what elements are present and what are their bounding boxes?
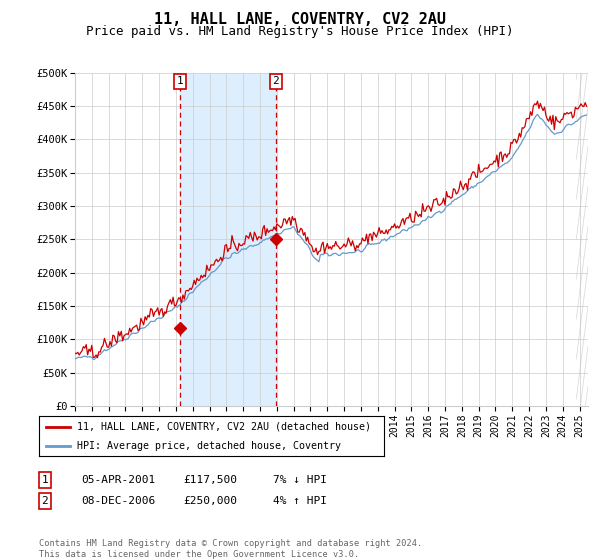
Text: 08-DEC-2006: 08-DEC-2006 xyxy=(81,496,155,506)
Text: £250,000: £250,000 xyxy=(183,496,237,506)
Text: 2: 2 xyxy=(272,77,279,86)
Text: Price paid vs. HM Land Registry's House Price Index (HPI): Price paid vs. HM Land Registry's House … xyxy=(86,25,514,38)
Text: £117,500: £117,500 xyxy=(183,475,237,485)
Text: 1: 1 xyxy=(177,77,184,86)
Text: 11, HALL LANE, COVENTRY, CV2 2AU: 11, HALL LANE, COVENTRY, CV2 2AU xyxy=(154,12,446,27)
Text: 1: 1 xyxy=(41,475,49,485)
Bar xyxy=(180,73,275,406)
Text: 2: 2 xyxy=(41,496,49,506)
Text: 11, HALL LANE, COVENTRY, CV2 2AU (detached house): 11, HALL LANE, COVENTRY, CV2 2AU (detach… xyxy=(77,422,371,432)
Text: HPI: Average price, detached house, Coventry: HPI: Average price, detached house, Cove… xyxy=(77,441,341,450)
Text: Contains HM Land Registry data © Crown copyright and database right 2024.
This d: Contains HM Land Registry data © Crown c… xyxy=(39,539,422,559)
Text: 05-APR-2001: 05-APR-2001 xyxy=(81,475,155,485)
Text: 4% ↑ HPI: 4% ↑ HPI xyxy=(273,496,327,506)
Text: 7% ↓ HPI: 7% ↓ HPI xyxy=(273,475,327,485)
